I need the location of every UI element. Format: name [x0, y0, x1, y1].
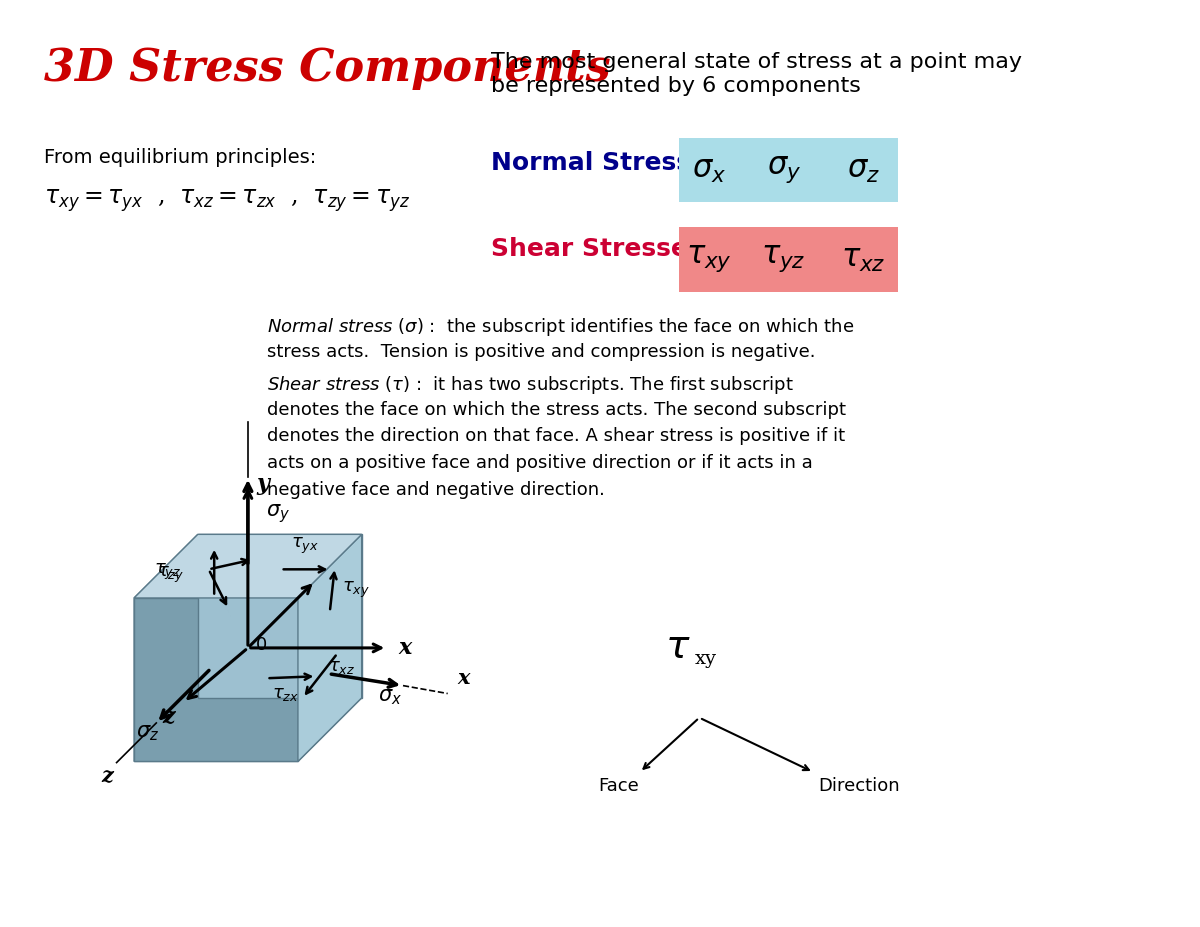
Text: x: x	[457, 667, 470, 688]
Text: $\sigma_z$: $\sigma_z$	[137, 724, 160, 743]
Text: $\mathbf{\mathit{Shear\ stress\ (\tau)}}$ :  it has two subscripts. The first su: $\mathbf{\mathit{Shear\ stress\ (\tau)}}…	[268, 374, 794, 396]
Text: negative face and negative direction.: negative face and negative direction.	[268, 481, 605, 499]
Bar	[679, 227, 898, 292]
Text: $\tau_{yz}$: $\tau_{yz}$	[762, 244, 806, 274]
Text: y: y	[257, 474, 269, 495]
Polygon shape	[198, 534, 361, 698]
Text: Face: Face	[598, 777, 638, 795]
Polygon shape	[134, 598, 298, 761]
Text: $\tau_{xy}$: $\tau_{xy}$	[342, 580, 370, 600]
Text: $\sigma_x$: $\sigma_x$	[378, 688, 402, 707]
Text: x: x	[398, 637, 412, 659]
Text: z: z	[102, 767, 114, 786]
Text: 3D Stress Components: 3D Stress Components	[44, 47, 611, 90]
Text: $\sigma_y$: $\sigma_y$	[265, 502, 289, 526]
Polygon shape	[134, 534, 361, 598]
Text: $\mathbf{\mathit{Normal\ stress\ (\sigma)}}$ :  the subscript identifies the fac: $\mathbf{\mathit{Normal\ stress\ (\sigma…	[268, 316, 854, 338]
Text: stress acts.  Tension is positive and compression is negative.: stress acts. Tension is positive and com…	[268, 343, 816, 362]
Text: From equilibrium principles:: From equilibrium principles:	[44, 148, 316, 167]
Text: $\tau_{xz}$: $\tau_{xz}$	[841, 244, 886, 274]
Text: acts on a positive face and positive direction or if it acts in a: acts on a positive face and positive dir…	[268, 454, 814, 472]
Text: denotes the direction on that face. A shear stress is positive if it: denotes the direction on that face. A sh…	[268, 427, 846, 445]
Text: $\tau_{xz}$: $\tau_{xz}$	[328, 658, 355, 676]
Text: Normal Stresses: Normal Stresses	[491, 151, 722, 175]
Text: Shear Stresses: Shear Stresses	[491, 237, 702, 261]
Text: $\tau$: $\tau$	[665, 629, 690, 666]
Text: $\sigma_x$: $\sigma_x$	[692, 154, 726, 185]
Text: The most general state of stress at a point may: The most general state of stress at a po…	[491, 52, 1021, 71]
Bar	[679, 138, 898, 202]
Text: $\tau_{xy}$: $\tau_{xy}$	[686, 244, 732, 274]
Text: $\sigma_z$: $\sigma_z$	[847, 154, 880, 185]
Text: Direction: Direction	[818, 777, 900, 795]
Text: $\tau_{xy} = \tau_{yx}$  ,  $\tau_{xz} = \tau_{zx}$  ,  $\tau_{zy} = \tau_{yz}$: $\tau_{xy} = \tau_{yx}$ , $\tau_{xz} = \…	[44, 187, 410, 214]
Text: $\tau_{zx}$: $\tau_{zx}$	[271, 685, 299, 703]
Polygon shape	[134, 698, 361, 761]
Text: z: z	[162, 706, 175, 729]
Text: $\tau_{zy}$: $\tau_{zy}$	[157, 565, 184, 585]
Text: be represented by 6 components: be represented by 6 components	[491, 75, 860, 95]
Polygon shape	[298, 534, 361, 761]
Text: $\tau_{yx}$: $\tau_{yx}$	[290, 535, 318, 555]
Text: $\sigma_y$: $\sigma_y$	[767, 154, 800, 185]
Text: $\tau_{yz}$: $\tau_{yz}$	[154, 562, 181, 582]
Polygon shape	[134, 534, 198, 761]
Text: 0: 0	[256, 636, 268, 654]
Text: xy: xy	[695, 651, 716, 668]
Text: denotes the face on which the stress acts. The second subscript: denotes the face on which the stress act…	[268, 400, 846, 419]
